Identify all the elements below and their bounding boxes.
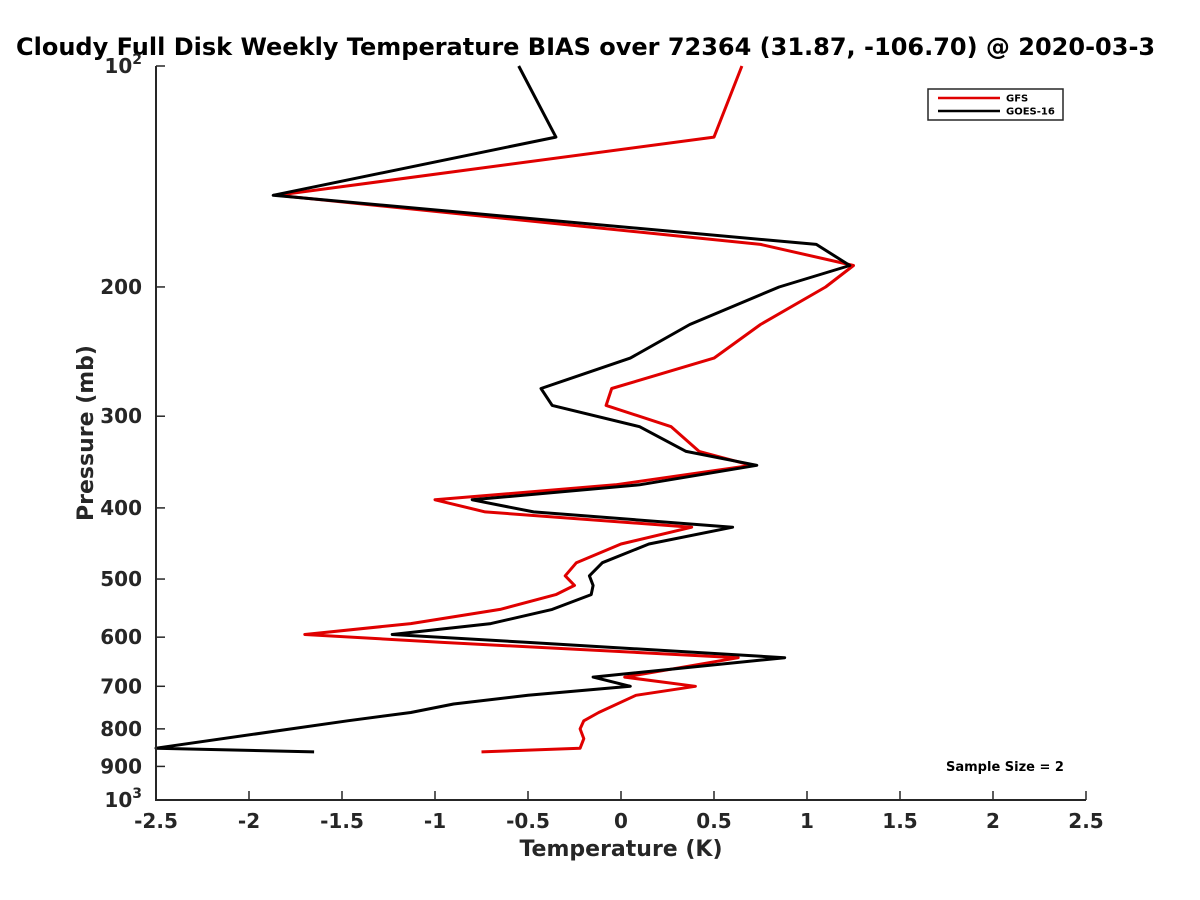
series-group xyxy=(154,65,855,754)
y-tick-label-base: 10 xyxy=(104,788,132,812)
sample-size-annotation: Sample Size = 2 xyxy=(946,760,1064,775)
x-tick-label: 1.5 xyxy=(882,809,917,833)
y-tick-label: 400 xyxy=(100,496,142,520)
y-tick-label-exponent: 3 xyxy=(132,786,142,802)
y-axis-label: Pressure (mb) xyxy=(74,345,99,521)
y-tick-label-exponent: 2 xyxy=(132,52,142,68)
series-line-gfs xyxy=(275,65,855,754)
x-tick-label: -2.5 xyxy=(134,809,178,833)
y-tick-label: 300 xyxy=(100,404,142,428)
x-tick-label: 1 xyxy=(800,809,814,833)
x-tick-label: 2 xyxy=(986,809,1000,833)
y-tick-label: 103 xyxy=(104,786,142,812)
chart-title: Cloudy Full Disk Weekly Temperature BIAS… xyxy=(16,33,1155,61)
x-tick-label: -2 xyxy=(238,809,260,833)
legend: GFS GOES-16 xyxy=(927,88,1064,121)
x-tick-label: 0 xyxy=(614,809,628,833)
y-tick-label: 500 xyxy=(100,567,142,591)
y-tick-label-base: 10 xyxy=(104,54,132,78)
y-tick-label: 102 xyxy=(104,52,142,78)
x-axis-ticks: -2.5 -2 -1.5 -1 -0.5 0 0.5 1 1.5 2 2.5 xyxy=(134,791,1104,833)
y-tick-label: 700 xyxy=(100,674,142,698)
y-tick-label: 800 xyxy=(100,717,142,741)
x-tick-label: -1 xyxy=(424,809,446,833)
x-tick-label: 2.5 xyxy=(1068,809,1103,833)
y-tick-label: 600 xyxy=(100,625,142,649)
y-tick-label: 200 xyxy=(100,275,142,299)
x-tick-label: -0.5 xyxy=(506,809,550,833)
legend-entry-label: GOES-16 xyxy=(1006,107,1055,118)
x-axis-label: Temperature (K) xyxy=(519,837,722,862)
legend-box xyxy=(927,88,1064,121)
x-tick-label: -1.5 xyxy=(320,809,364,833)
legend-entry-label: GFS xyxy=(1006,94,1028,105)
plot-axes xyxy=(155,66,1086,801)
x-tick-label: 0.5 xyxy=(696,809,731,833)
series-line-goes-16 xyxy=(154,65,852,754)
y-tick-label: 900 xyxy=(100,754,142,778)
